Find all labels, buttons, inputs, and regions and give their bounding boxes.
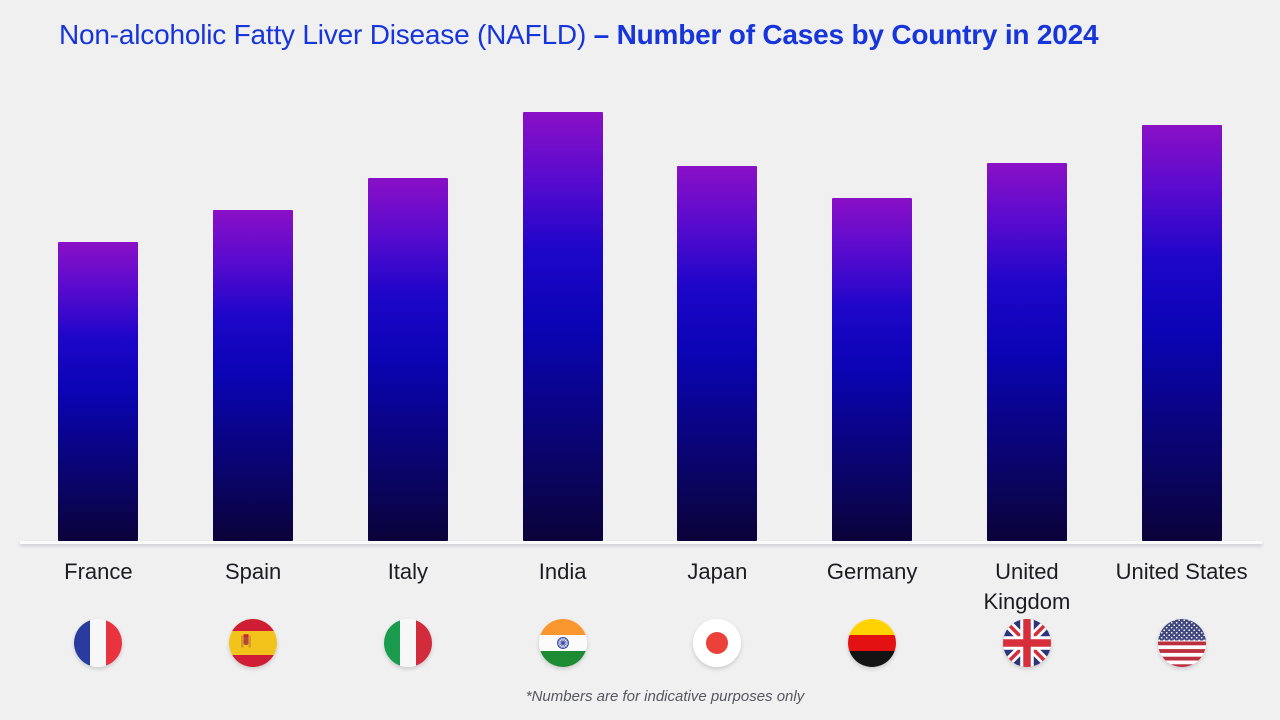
bar-column-japan xyxy=(640,166,795,541)
bar-japan xyxy=(677,166,758,541)
bar-india xyxy=(522,112,603,541)
country-label-united-states: United States xyxy=(1115,559,1248,584)
country-label-germany: Germany xyxy=(826,559,918,584)
category-column-france: France xyxy=(21,557,176,667)
uk-flag-icon xyxy=(1002,619,1051,667)
bar-column-germany xyxy=(795,198,950,541)
title-bold-text: – Number of Cases by Country in 2024 xyxy=(593,19,1099,50)
india-flag-icon xyxy=(538,619,587,667)
country-label-italy: Italy xyxy=(387,559,429,584)
category-column-india: India xyxy=(485,557,640,667)
germany-flag-icon xyxy=(848,619,897,667)
title-regular-text: Non-alcoholic Fatty Liver Disease (NAFLD… xyxy=(59,19,594,50)
x-axis-baseline xyxy=(20,541,1262,544)
category-column-germany: Germany xyxy=(795,557,950,667)
bar-united-states xyxy=(1141,125,1222,541)
category-column-spain: Spain xyxy=(176,557,331,667)
category-column-united-kingdom: United Kingdom xyxy=(950,557,1105,667)
country-label-france: France xyxy=(64,559,133,584)
category-column-japan: Japan xyxy=(640,557,795,667)
bar-column-united-kingdom xyxy=(950,163,1105,541)
footnote: *Numbers are for indicative purposes onl… xyxy=(525,688,805,705)
japan-flag-icon xyxy=(693,619,742,667)
country-label-india: India xyxy=(538,559,587,584)
italy-flag-icon xyxy=(383,619,432,667)
country-label-spain: Spain xyxy=(224,559,282,584)
bar-germany xyxy=(832,198,913,541)
bar-column-spain xyxy=(176,210,331,541)
legend-row: France Spain Italy India Japan Germany United … xyxy=(21,557,1259,667)
bar-column-italy xyxy=(331,178,486,541)
france-flag-icon xyxy=(74,619,123,667)
category-column-united-states: United States xyxy=(1104,557,1259,667)
bar-united-kingdom xyxy=(986,163,1067,541)
bar-italy xyxy=(367,178,448,541)
bar-column-india xyxy=(485,112,640,541)
bars-row xyxy=(21,0,1259,541)
bar-column-united-states xyxy=(1104,125,1259,541)
us-flag-icon xyxy=(1157,619,1206,667)
spain-flag-icon xyxy=(229,619,278,667)
country-label-united-kingdom: United Kingdom xyxy=(983,559,1071,614)
bar-spain xyxy=(213,210,294,541)
bar-column-france xyxy=(21,242,176,541)
bar-france xyxy=(58,242,139,541)
page-title: Non-alcoholic Fatty Liver Disease (NAFLD… xyxy=(59,19,1099,51)
category-column-italy: Italy xyxy=(331,557,486,667)
country-label-japan: Japan xyxy=(687,559,748,584)
